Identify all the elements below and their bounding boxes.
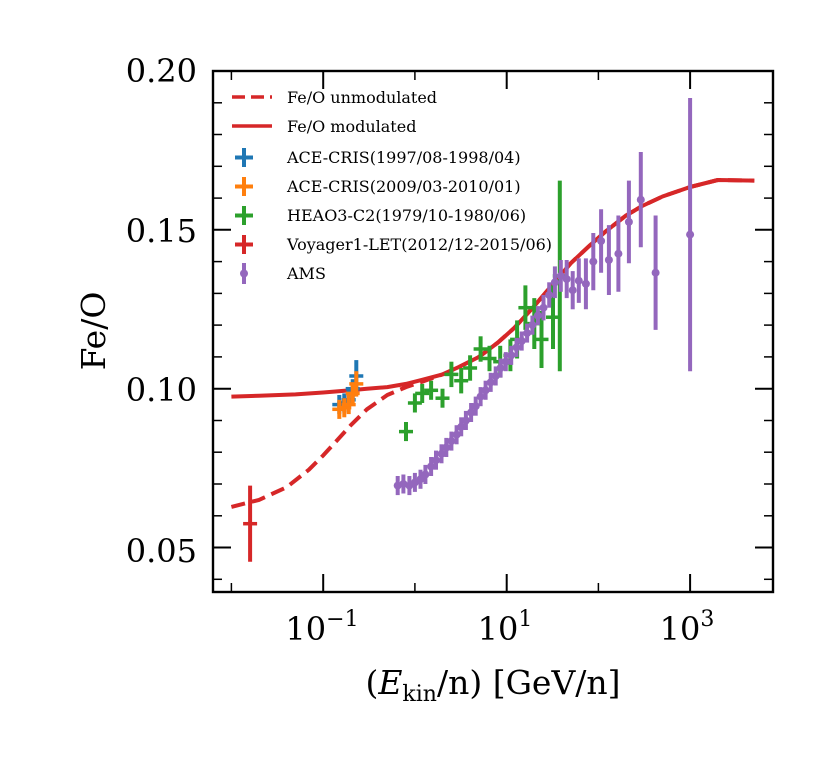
legend-label-ace1997: ACE-CRIS(1997/08-1998/04) xyxy=(286,148,521,167)
point-ams-17 xyxy=(481,386,490,395)
point-ams-5 xyxy=(421,470,430,479)
point-ams-29 xyxy=(545,291,554,299)
y-tick-label-3: 0.20 xyxy=(126,52,197,90)
point-ams-20 xyxy=(496,364,505,372)
legend-entry-ace1997: ACE-CRIS(1997/08-1998/04) xyxy=(235,148,521,167)
y-axis-label: Fe/O xyxy=(74,292,113,371)
legend-entry-ams: AMS xyxy=(240,263,326,284)
legend-marker-ace1997 xyxy=(235,148,253,167)
legend-entry-unmodulated: Fe/O unmodulated xyxy=(232,88,437,107)
point-ams-40 xyxy=(624,217,633,226)
point-ams-42 xyxy=(651,268,660,277)
legend-label-modulated: Fe/O modulated xyxy=(287,117,416,136)
legend-entry-ace2009: ACE-CRIS(2009/03-2010/01) xyxy=(235,177,521,196)
legend: Fe/O unmodulated Fe/O modulated ACE-CRIS… xyxy=(232,88,552,284)
point-ams-25 xyxy=(523,329,532,338)
point-ams-36 xyxy=(589,257,598,266)
legend-label-heao: HEAO3-C2(1979/10-1980/06) xyxy=(287,206,526,225)
point-ams-37 xyxy=(597,237,606,245)
legend-label-voyager: Voyager1-LET(2012/12-2015/06) xyxy=(286,235,552,254)
point-ams-11 xyxy=(452,430,461,439)
legend-label-ams: AMS xyxy=(286,264,326,283)
legend-label-ace2009: ACE-CRIS(2009/03-2010/01) xyxy=(286,177,521,196)
point-ams-19 xyxy=(491,372,500,380)
point-ams-16 xyxy=(476,392,485,401)
point-ams-13 xyxy=(461,416,470,425)
plot-frame xyxy=(211,69,775,594)
legend-entry-voyager: Voyager1-LET(2012/12-2015/06) xyxy=(235,235,552,254)
point-ams-24 xyxy=(517,337,526,345)
point-ams-26 xyxy=(528,321,537,330)
point-ams-12 xyxy=(457,422,466,431)
point-ams-33 xyxy=(568,286,577,295)
point-ams-6 xyxy=(427,462,436,471)
legend-marker-ace2009 xyxy=(235,177,253,196)
legend-marker-voyager xyxy=(235,235,253,254)
point-ams-15 xyxy=(471,402,480,411)
x-axis-label: (Ekin/n) [GeV/n] xyxy=(365,663,620,707)
legend-entry-modulated: Fe/O modulated xyxy=(232,117,416,136)
point-ams-30 xyxy=(550,278,559,287)
point-ams-8 xyxy=(437,449,446,458)
series-ams xyxy=(393,98,695,496)
legend-entry-heao: HEAO3-C2(1979/10-1980/06) xyxy=(235,206,526,225)
legend-label-unmodulated: Fe/O unmodulated xyxy=(287,88,437,107)
point-ams-31 xyxy=(556,271,565,280)
series-voyager xyxy=(243,485,258,562)
y-tick-label-1: 0.10 xyxy=(126,371,197,409)
point-ams-14 xyxy=(467,408,476,417)
point-ams-43 xyxy=(686,230,695,239)
legend-marker-ams-dot xyxy=(240,269,248,278)
point-ams-41 xyxy=(636,195,645,204)
x-tick-label-2: 103 xyxy=(660,607,715,648)
point-ams-23 xyxy=(512,343,521,352)
point-ams-27 xyxy=(533,311,542,320)
point-ams-21 xyxy=(501,357,510,366)
series-ace2009 xyxy=(332,371,364,419)
y-tick-label-0: 0.05 xyxy=(126,532,197,570)
point-ams-18 xyxy=(486,378,495,387)
point-ams-38 xyxy=(604,256,613,264)
point-ams-7 xyxy=(432,456,440,465)
point-ams-1 xyxy=(399,480,408,488)
point-ams-35 xyxy=(581,279,590,288)
y-tick-label-2: 0.15 xyxy=(126,212,197,250)
x-tick-label-1: 101 xyxy=(478,607,533,648)
legend-marker-heao xyxy=(235,206,253,225)
point-ams-28 xyxy=(539,303,548,312)
point-ams-39 xyxy=(614,249,623,258)
point-ams-32 xyxy=(562,275,571,284)
point-ams-9 xyxy=(442,443,451,452)
point-ams-34 xyxy=(574,276,583,285)
point-ams-10 xyxy=(447,437,456,446)
point-ams-22 xyxy=(507,351,516,360)
x-tick-label-0: 10−1 xyxy=(285,607,358,648)
